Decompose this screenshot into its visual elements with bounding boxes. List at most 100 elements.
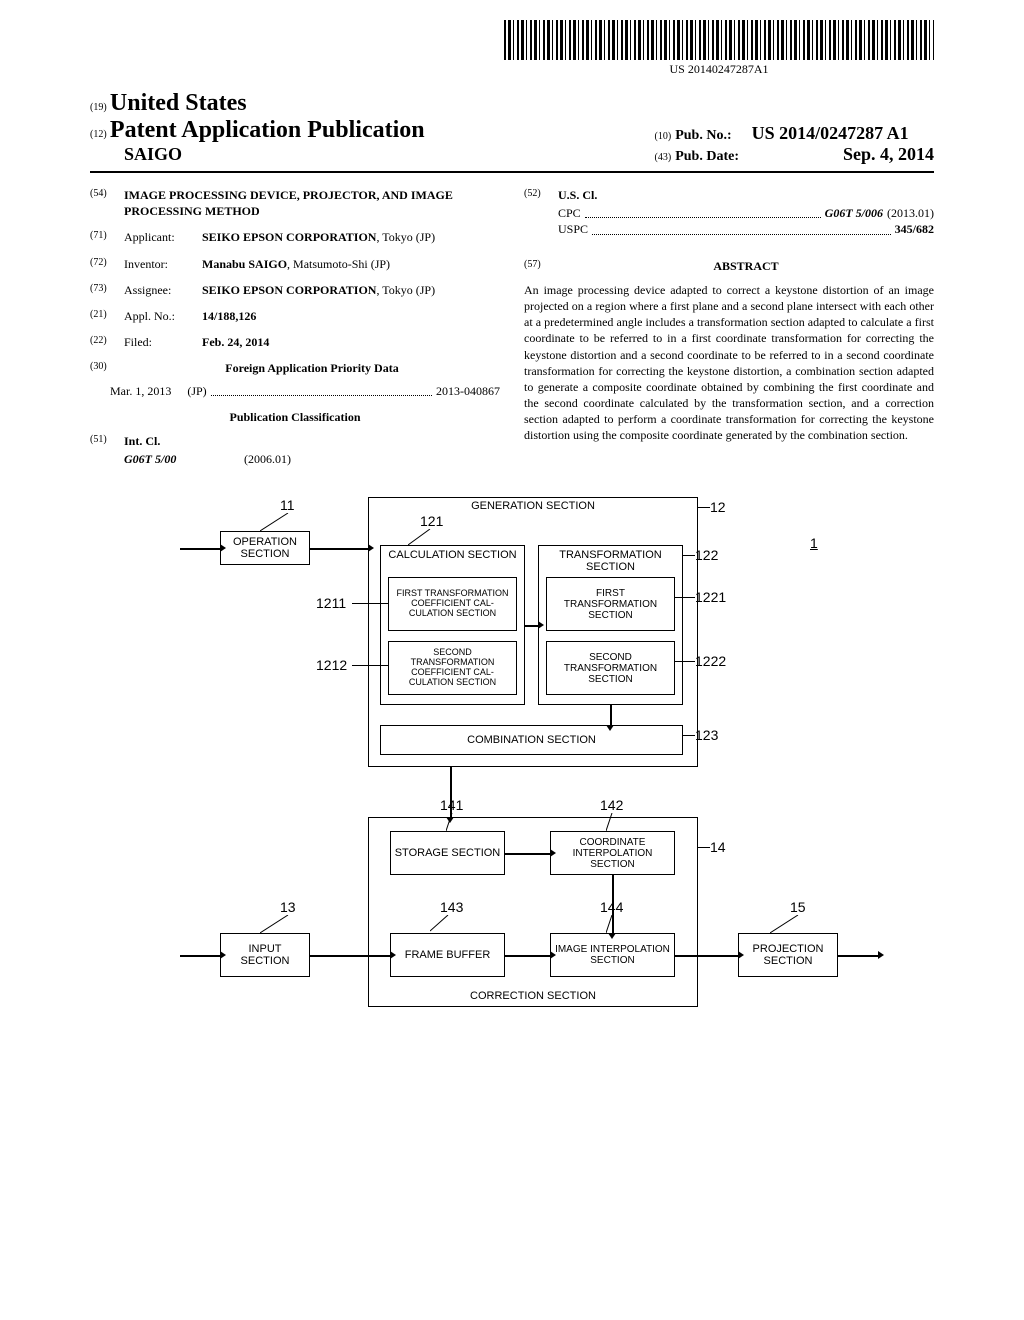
abstract-text: An image processing device adapted to co… — [524, 282, 934, 444]
pub-date: Sep. 4, 2014 — [843, 144, 934, 164]
coord-interp-box: COORDINATE INTERPOLATION SECTION — [550, 831, 675, 875]
cpc-row: CPC G06T 5/006 (2013.01) — [558, 205, 934, 221]
uspc-val: 345/682 — [895, 221, 934, 237]
assignee-field: (73) Assignee: SEIKO EPSON CORPORATION, … — [90, 282, 500, 298]
applicant-name: SEIKO EPSON CORPORATION — [202, 230, 376, 244]
inventor-label: Inventor: — [124, 256, 202, 272]
biblio-columns: (54) IMAGE PROCESSING DEVICE, PROJECTOR,… — [90, 187, 934, 467]
filed-value: Feb. 24, 2014 — [202, 334, 500, 350]
intcl-label: Int. Cl. — [124, 433, 500, 449]
first-trans-box: FIRST TRANSFORMATION SECTION — [546, 577, 675, 631]
inventor-header: SAIGO — [124, 144, 425, 165]
pub-num-label: Pub. No.: — [675, 128, 731, 143]
code-73: (73) — [90, 282, 124, 298]
ref-1: 1 — [810, 535, 818, 551]
lead-1222 — [675, 661, 695, 662]
code-71: (71) — [90, 229, 124, 245]
second-coeff-box: SECOND TRANSFORMATION COEFFICIENT CAL-CU… — [388, 641, 517, 695]
frame-buffer-box: FRAME BUFFER — [390, 933, 505, 977]
arrow-op-gen — [310, 548, 368, 550]
pub-date-line: (43) Pub. Date: Sep. 4, 2014 — [655, 144, 934, 165]
ref-122: 122 — [695, 547, 718, 563]
foreign-country: (JP) — [187, 383, 206, 399]
filed-field: (22) Filed: Feb. 24, 2014 — [90, 334, 500, 350]
country-line: (19) United States — [90, 90, 425, 117]
uscl-field: (52) U.S. Cl. — [524, 187, 934, 203]
ref-11: 11 — [280, 497, 295, 513]
applicant-label: Applicant: — [124, 229, 202, 245]
foreign-title: Foreign Application Priority Data — [124, 360, 500, 376]
ref-1211: 1211 — [316, 595, 346, 611]
lead-123 — [683, 735, 695, 736]
combination-section-box: COMBINATION SECTION — [380, 725, 683, 755]
arrow-proj-out — [838, 955, 878, 957]
arrow-coord-image — [612, 875, 614, 933]
inventor-field: (72) Inventor: Manabu SAIGO, Matsumoto-S… — [90, 256, 500, 272]
pub-date-label: Pub. Date: — [675, 149, 739, 164]
arrow-gen-corr — [450, 767, 452, 817]
dots-cpc — [585, 217, 821, 218]
code-19: (19) — [90, 102, 107, 113]
inventor-name: Manabu SAIGO — [202, 257, 287, 271]
barcode-graphic — [504, 20, 934, 60]
code-12: (12) — [90, 129, 107, 140]
pub-type: Patent Application Publication — [110, 117, 425, 143]
block-diagram: 1 11 OPERATION SECTION GENERATION SECTIO… — [90, 497, 934, 1037]
title-value: IMAGE PROCESSING DEVICE, PROJECTOR, AND … — [124, 187, 500, 219]
right-column: (52) U.S. Cl. CPC G06T 5/006 (2013.01) U… — [524, 187, 934, 467]
ref-1222: 1222 — [695, 653, 726, 669]
filed-label: Filed: — [124, 334, 202, 350]
ref-123: 123 — [695, 727, 718, 743]
code-30: (30) — [90, 360, 124, 376]
header: (19) United States (12) Patent Applicati… — [90, 90, 934, 165]
intcl-row: G06T 5/00 (2006.01) — [124, 451, 500, 467]
arrow-image-proj — [675, 955, 738, 957]
code-54: (54) — [90, 187, 124, 219]
cpc-label: CPC — [558, 205, 581, 221]
pub-type-line: (12) Patent Application Publication — [90, 117, 425, 144]
header-right: (10) Pub. No.: US 2014/0247287 A1 (43) P… — [655, 123, 934, 165]
uscl-label: U.S. Cl. — [558, 187, 934, 203]
ref-1212: 1212 — [316, 657, 347, 673]
uspc-label: USPC — [558, 221, 588, 237]
pubclass-title: Publication Classification — [90, 409, 500, 425]
applicant-field: (71) Applicant: SEIKO EPSON CORPORATION,… — [90, 229, 500, 245]
arrow-storage-coord — [505, 853, 550, 855]
arrow-in-operation — [180, 548, 220, 550]
code-22: (22) — [90, 334, 124, 350]
input-section-box: INPUT SECTION — [220, 933, 310, 977]
code-72: (72) — [90, 256, 124, 272]
foreign-row: Mar. 1, 2013 (JP) 2013-040867 — [110, 383, 500, 399]
intcl-class: G06T 5/00 — [124, 451, 244, 467]
abstract-header: (57) ABSTRACT — [524, 258, 934, 274]
dots-uspc — [592, 234, 891, 235]
pub-num-line: (10) Pub. No.: US 2014/0247287 A1 — [655, 123, 934, 144]
intcl-edition: (2006.01) — [244, 451, 291, 467]
ref-15: 15 — [790, 899, 806, 915]
lead-12 — [698, 507, 710, 508]
pub-num: US 2014/0247287 A1 — [752, 123, 909, 143]
code-51: (51) — [90, 433, 124, 449]
abstract-label: ABSTRACT — [558, 258, 934, 274]
arrow-calc-trans — [525, 625, 538, 627]
ref-141: 141 — [440, 797, 463, 813]
second-trans-box: SECOND TRANSFORMATION SECTION — [546, 641, 675, 695]
ref-142: 142 — [600, 797, 623, 813]
ref-13: 13 — [280, 899, 296, 915]
arrow-fb-image — [505, 955, 550, 957]
assignee-loc: Tokyo (JP) — [382, 283, 435, 297]
assignee-label: Assignee: — [124, 282, 202, 298]
arrow-input-fb — [310, 955, 390, 957]
code-21: (21) — [90, 308, 124, 324]
code-52: (52) — [524, 187, 558, 203]
code-10: (10) — [655, 131, 672, 142]
lead-122 — [683, 555, 695, 556]
barcode-area: US 20140247287A1 — [504, 20, 934, 77]
ref-14: 14 — [710, 839, 726, 855]
foreign-num: 2013-040867 — [436, 383, 500, 399]
cpc-date: (2013.01) — [887, 205, 934, 221]
barcode-text: US 20140247287A1 — [504, 62, 934, 77]
lead-14 — [698, 847, 710, 848]
patent-page: US 20140247287A1 (19) United States (12)… — [0, 0, 1024, 1320]
storage-section-box: STORAGE SECTION — [390, 831, 505, 875]
